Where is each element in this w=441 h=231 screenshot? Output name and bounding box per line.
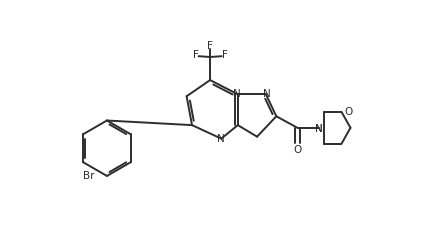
Text: N: N (233, 88, 241, 99)
Text: N: N (315, 124, 322, 134)
Text: N: N (217, 134, 225, 144)
Text: F: F (207, 41, 213, 51)
Text: O: O (293, 145, 302, 155)
Text: N: N (263, 88, 271, 99)
Text: F: F (222, 50, 228, 60)
Text: Br: Br (83, 171, 95, 181)
Text: N: N (315, 124, 322, 134)
Text: F: F (193, 50, 198, 60)
Text: O: O (344, 107, 352, 117)
